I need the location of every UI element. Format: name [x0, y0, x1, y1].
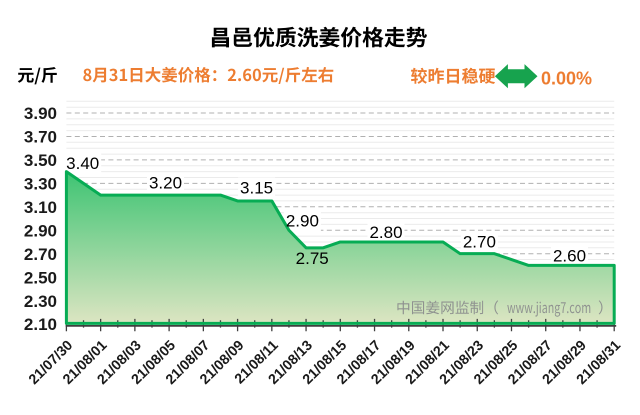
svg-text:3.20: 3.20	[149, 174, 182, 193]
svg-text:2.50: 2.50	[24, 268, 57, 287]
svg-text:2.75: 2.75	[296, 249, 329, 268]
svg-text:3.10: 3.10	[24, 198, 57, 217]
svg-text:2.90: 2.90	[286, 212, 319, 231]
svg-text:3.70: 3.70	[24, 128, 57, 147]
svg-text:3.50: 3.50	[24, 151, 57, 170]
svg-text:2.70: 2.70	[463, 233, 496, 252]
svg-text:2.80: 2.80	[369, 223, 402, 242]
svg-text:2.10: 2.10	[24, 315, 57, 334]
svg-text:2.30: 2.30	[24, 292, 57, 311]
svg-text:3.15: 3.15	[240, 179, 273, 198]
svg-text:3.30: 3.30	[24, 175, 57, 194]
svg-text:3.90: 3.90	[24, 104, 57, 123]
svg-text:3.40: 3.40	[66, 154, 99, 173]
svg-text:2.70: 2.70	[24, 245, 57, 264]
svg-text:2.90: 2.90	[24, 221, 57, 240]
svg-text:0.00%: 0.00%	[541, 68, 592, 88]
svg-text:2.60: 2.60	[553, 246, 586, 265]
